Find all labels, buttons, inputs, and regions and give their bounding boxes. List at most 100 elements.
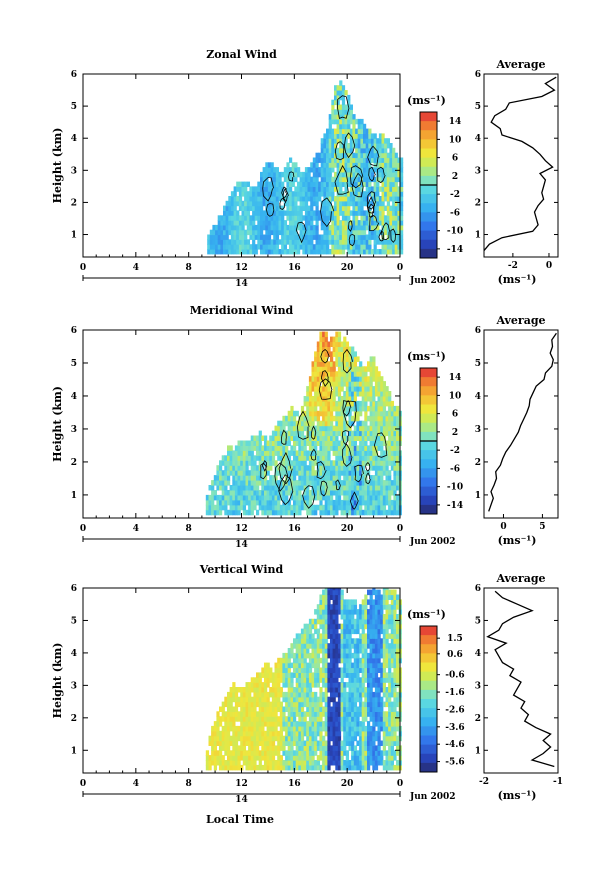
heatmap-cell bbox=[229, 691, 233, 698]
heatmap-cell bbox=[388, 460, 392, 466]
heatmap-cell bbox=[324, 420, 328, 427]
heatmap-cell bbox=[274, 725, 278, 732]
heatmap-cell bbox=[289, 176, 293, 183]
heatmap-cell bbox=[327, 764, 331, 771]
heatmap-cell bbox=[367, 494, 371, 501]
heatmap-cell bbox=[344, 200, 348, 207]
heatmap-cell bbox=[382, 410, 386, 417]
heatmap-cell bbox=[293, 725, 297, 732]
heatmap-cell bbox=[316, 745, 320, 751]
heatmap-cell bbox=[374, 410, 379, 417]
heatmap-cell bbox=[307, 181, 311, 187]
heatmap-cell bbox=[352, 220, 356, 226]
heatmap-cell bbox=[343, 499, 347, 506]
heatmap-cell bbox=[264, 509, 268, 516]
heatmap-cell bbox=[245, 509, 249, 516]
heatmap-cell bbox=[343, 609, 347, 615]
heatmap-cell bbox=[335, 356, 339, 362]
heatmap-cell bbox=[316, 604, 320, 610]
y-tick-label: 3 bbox=[71, 166, 77, 176]
heatmap-cell bbox=[335, 648, 339, 654]
heatmap-cell bbox=[385, 730, 389, 737]
heatmap-cell bbox=[219, 499, 223, 506]
heatmap-cell bbox=[245, 460, 249, 466]
heatmap-cell bbox=[233, 220, 237, 226]
heatmap-cell bbox=[299, 229, 303, 236]
heatmap-cell bbox=[322, 351, 326, 357]
heatmap-cell bbox=[237, 701, 241, 708]
heatmap-cell bbox=[377, 381, 381, 387]
heatmap-cell bbox=[293, 410, 297, 417]
heatmap-cell bbox=[310, 215, 314, 221]
heatmap-cell bbox=[361, 430, 365, 437]
heatmap-cell bbox=[340, 490, 344, 496]
heatmap-cell bbox=[230, 191, 235, 197]
heatmap-cell bbox=[337, 594, 342, 600]
heatmap-cell bbox=[208, 755, 212, 761]
heatmap-cell bbox=[364, 460, 368, 466]
heatmap-cell bbox=[374, 672, 379, 678]
heatmap-cell bbox=[341, 229, 346, 236]
heatmap-cell bbox=[324, 604, 328, 610]
heatmap-cell bbox=[264, 475, 268, 481]
heatmap-cell bbox=[359, 614, 363, 620]
heatmap-cell bbox=[258, 490, 262, 496]
heatmap-cell bbox=[340, 366, 344, 372]
heatmap-cell bbox=[295, 638, 299, 644]
heatmap-cell bbox=[314, 682, 318, 688]
heatmap-cell bbox=[291, 162, 295, 168]
heatmap-cell bbox=[322, 609, 326, 615]
heatmap-cell bbox=[345, 366, 349, 372]
heatmap-cell bbox=[394, 167, 398, 173]
heatmap-cell bbox=[297, 239, 301, 245]
heatmap-cell bbox=[300, 711, 305, 717]
heatmap-cell bbox=[311, 430, 315, 437]
heatmap-cell bbox=[372, 764, 376, 771]
heatmap-cell bbox=[330, 356, 334, 362]
heatmap-cell bbox=[319, 725, 323, 732]
heatmap-cell bbox=[213, 730, 217, 737]
heatmap-cell bbox=[303, 721, 307, 727]
heatmap-cell bbox=[319, 356, 323, 362]
heatmap-cell bbox=[271, 745, 276, 751]
heatmap-cell bbox=[382, 504, 386, 511]
heatmap-cell bbox=[361, 633, 365, 639]
heatmap-cell bbox=[318, 167, 322, 173]
heatmap-cell bbox=[348, 760, 352, 766]
heatmap-cell bbox=[377, 740, 381, 746]
heatmap-cell bbox=[360, 157, 364, 163]
heatmap-cell bbox=[319, 470, 323, 476]
heatmap-cell bbox=[348, 386, 352, 392]
heatmap-cell bbox=[353, 490, 357, 496]
heatmap-cell bbox=[356, 652, 360, 659]
heatmap-cell bbox=[300, 672, 305, 678]
heatmap-cell bbox=[372, 730, 376, 737]
heatmap-cell bbox=[316, 371, 320, 377]
heatmap-cell bbox=[269, 509, 273, 516]
heatmap-cell bbox=[351, 475, 355, 481]
heatmap-cell bbox=[343, 687, 347, 693]
heatmap-cell bbox=[382, 716, 386, 722]
heatmap-cell bbox=[337, 604, 342, 610]
heatmap-cell bbox=[219, 460, 223, 466]
heatmap-cell bbox=[298, 740, 302, 746]
heatmap-cell bbox=[380, 494, 384, 501]
heatmap-cell bbox=[349, 143, 353, 149]
heatmap-cell bbox=[356, 480, 360, 486]
colorbar-swatch bbox=[420, 431, 437, 442]
heatmap-cell bbox=[332, 346, 336, 352]
heatmap-cell bbox=[340, 445, 344, 451]
heatmap-cell bbox=[295, 485, 299, 491]
heatmap-cell bbox=[337, 351, 342, 357]
heatmap-cell bbox=[316, 740, 320, 746]
heatmap-cell bbox=[330, 721, 334, 727]
heatmap-cell bbox=[304, 181, 309, 187]
heatmap-cell bbox=[335, 415, 339, 422]
heatmap-cell bbox=[330, 499, 334, 506]
heatmap-cell bbox=[245, 440, 249, 446]
heatmap-cell bbox=[348, 480, 352, 486]
heatmap-cell bbox=[380, 721, 384, 727]
heatmap-cell bbox=[364, 410, 368, 417]
heatmap-cell bbox=[285, 420, 289, 427]
heatmap-cell bbox=[228, 244, 232, 250]
